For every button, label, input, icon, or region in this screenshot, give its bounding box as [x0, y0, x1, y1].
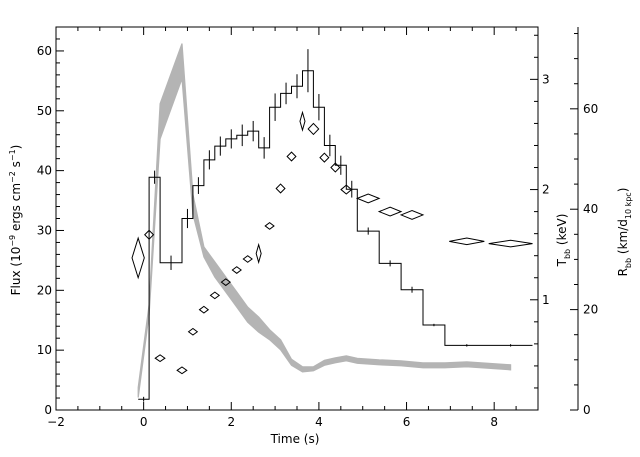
temperature-point: [231, 266, 242, 274]
x-axis-title: Time (s): [270, 432, 320, 446]
flux-tick-label: 20: [37, 283, 52, 297]
flux-tick-label: 60: [37, 44, 52, 58]
temp-tick-label: 2: [542, 183, 550, 197]
x-tick-label: 4: [315, 415, 323, 429]
x-tick-label: 0: [140, 415, 148, 429]
radius-tick-label: 60: [583, 102, 598, 116]
temperature-point: [255, 242, 262, 265]
temperature-point: [242, 255, 253, 263]
x-tick-label: 8: [490, 415, 498, 429]
temperature-point: [154, 354, 166, 363]
flux-tick-label: 40: [37, 164, 52, 178]
x-tick-label: 2: [227, 415, 235, 429]
temperature-point: [198, 305, 210, 314]
temperature-point: [319, 152, 330, 163]
temperature-point: [307, 122, 320, 136]
temperature-point: [264, 222, 275, 230]
temperature-point: [131, 236, 145, 280]
x-tick-label: 6: [403, 415, 411, 429]
temperature-point: [176, 366, 188, 375]
radius-tick-label: 20: [583, 303, 598, 317]
temperature-point: [340, 184, 353, 195]
temperature-point: [355, 193, 381, 204]
temperature-point: [187, 327, 199, 336]
flux-tick-label: 30: [37, 223, 52, 237]
radius-tick-label: 0: [583, 403, 591, 417]
y-axis-title-radius: Rbb (km/d10 kpc): [616, 188, 633, 277]
temperature-point: [449, 237, 485, 246]
flux-step-line: [138, 70, 533, 400]
temperature-point: [275, 183, 286, 194]
temp-tick-label: 3: [542, 72, 550, 86]
x-tick-label: −2: [47, 415, 65, 429]
temperature-point: [220, 278, 232, 287]
temperature-point: [144, 229, 155, 240]
temp-tick-label: 1: [542, 293, 550, 307]
radius-tick-label: 40: [583, 202, 598, 216]
y-axis-title-temperature: Tbb (keV): [555, 214, 572, 268]
temperature-point: [399, 209, 425, 220]
temperature-diamond-layer: [131, 110, 533, 375]
radius-band: [137, 43, 512, 398]
axis-labels-layer: Time (s) Flux (10−9 ergs cm−2 s−1) Tbb (…: [8, 145, 633, 446]
temperature-point: [377, 206, 403, 217]
flux-step-layer: [138, 49, 533, 402]
flux-tick-label: 0: [44, 403, 52, 417]
flux-tick-label: 50: [37, 104, 52, 118]
temperature-point: [286, 151, 297, 162]
temperature-point: [299, 110, 306, 132]
radius-band-layer: [137, 43, 512, 398]
y-axis-title-flux: Flux (10−9 ergs cm−2 s−1): [8, 145, 23, 296]
temperature-point: [209, 291, 221, 300]
flux-tick-label: 10: [37, 343, 52, 357]
temperature-point: [330, 162, 341, 173]
temperature-point: [488, 239, 533, 248]
